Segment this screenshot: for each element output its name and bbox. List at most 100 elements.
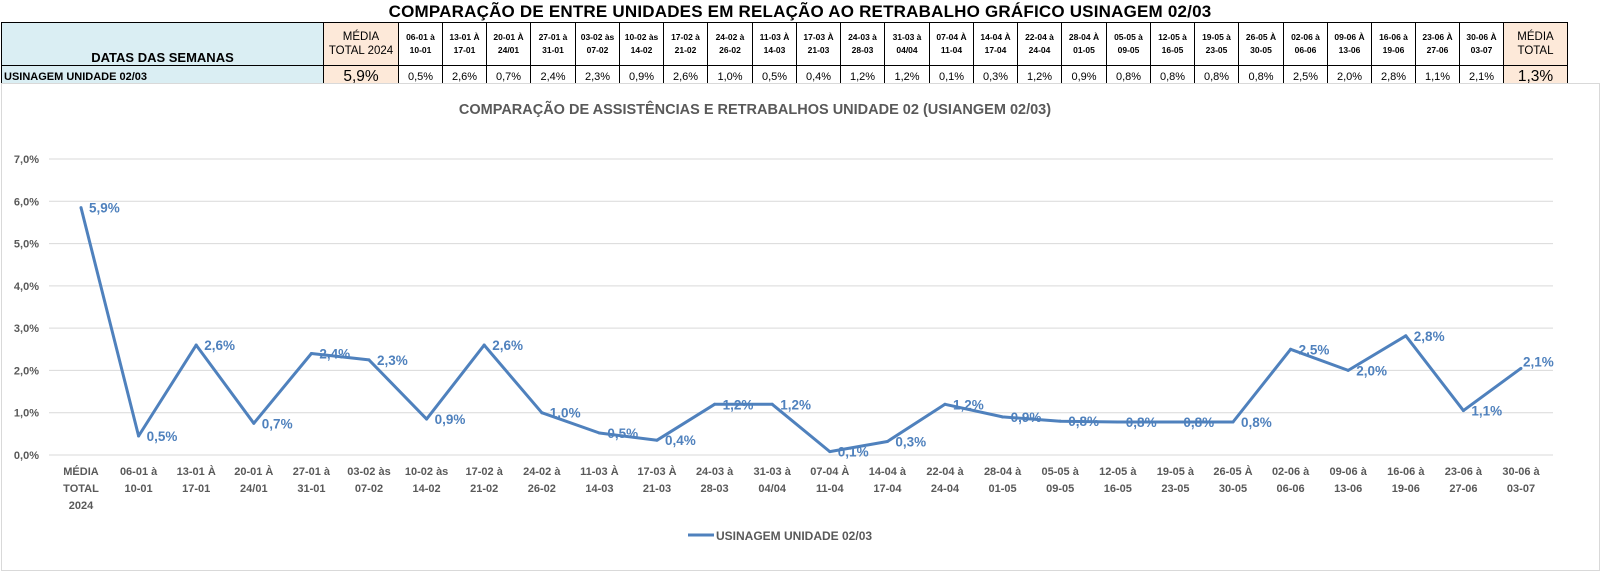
week-value: 0,5% [398, 65, 443, 88]
week-header: 05-05 à 09-05 [1106, 22, 1151, 66]
x-tick-label: 17-03 À [637, 465, 676, 478]
data-point [1404, 334, 1408, 338]
x-tick-label: 30-05 [1219, 483, 1247, 495]
chart-gridlines [49, 158, 1553, 456]
y-tick-label: 1,0% [14, 408, 39, 420]
data-label: 2,4% [319, 347, 350, 362]
week-header: 26-05 À 30-05 [1238, 22, 1284, 66]
data-label: 0,8% [1183, 415, 1214, 430]
x-tick-label: 02-06 à [1272, 466, 1310, 478]
legend-label: USINAGEM UNIDADE 02/03 [716, 529, 872, 543]
x-tick-label: 24-03 à [696, 466, 734, 478]
data-point [943, 402, 947, 406]
data-point [137, 434, 141, 438]
data-point [1116, 420, 1120, 424]
data-point [885, 439, 889, 443]
x-tick-label: 19-05 à [1157, 466, 1195, 478]
x-tick-label: 27-06 [1449, 483, 1477, 495]
data-point [655, 438, 659, 442]
series-line [79, 207, 1522, 454]
data-label: 2,6% [204, 338, 235, 353]
week-value: 2,3% [575, 65, 620, 88]
data-label: 0,8% [1241, 415, 1272, 430]
week-value: 0,1% [929, 65, 974, 88]
x-tick-label: 17-04 [873, 483, 902, 495]
week-value: 1,1% [1415, 65, 1460, 88]
x-tick-label: 16-06 à [1387, 466, 1425, 478]
x-tick-label: 14-04 à [869, 466, 907, 478]
x-tick-label: TOTAL [63, 483, 99, 495]
x-tick-label: 31-01 [297, 483, 325, 495]
y-tick-label: 5,0% [14, 239, 39, 251]
week-value: 2,4% [530, 65, 576, 88]
data-point [482, 343, 486, 347]
data-label: 0,5% [147, 429, 178, 444]
week-value: 0,8% [1106, 65, 1151, 88]
data-label: 2,5% [1299, 342, 1330, 357]
x-tick-label: 24/01 [240, 483, 268, 495]
chart-area: COMPARAÇÃO DE ASSISTÊNCIAS E RETRABALHOS… [1, 83, 1600, 571]
x-tick-label: 09-05 [1046, 483, 1074, 495]
week-header: 11-03 À 14-03 [752, 22, 797, 66]
x-tick-label: 04/04 [758, 483, 786, 495]
x-tick-label: 21-02 [470, 483, 498, 495]
y-tick-label: 2,0% [14, 365, 39, 377]
x-tick-label: 23-06 à [1445, 466, 1483, 478]
data-label: 0,8% [1068, 414, 1099, 429]
data-point [597, 431, 601, 435]
week-header: 24-02 à 26-02 [707, 22, 753, 66]
x-tick-label: MÉDIA [63, 465, 99, 478]
week-value: 0,7% [486, 65, 531, 88]
x-tick-label: 20-01 À [234, 465, 273, 478]
week-header: 06-01 à 10-01 [398, 22, 443, 66]
data-point [828, 450, 832, 454]
data-point [1461, 409, 1465, 413]
x-tick-label: 21-03 [643, 483, 671, 495]
x-tick-label: 31-03 à [754, 466, 792, 478]
x-tick-label: 10-01 [125, 483, 153, 495]
x-tick-label: 11-03 À [580, 465, 619, 478]
week-value: 0,3% [973, 65, 1018, 88]
row-label: USINAGEM UNIDADE 02/03 [1, 65, 324, 88]
data-label: 1,2% [723, 397, 754, 412]
week-value: 0,5% [752, 65, 797, 88]
week-value: 1,2% [884, 65, 930, 88]
data-point [1001, 415, 1005, 419]
x-tick-label: 17-01 [182, 483, 210, 495]
data-label: 1,0% [550, 406, 581, 421]
week-header: 12-05 à 16-05 [1150, 22, 1195, 66]
weekly-summary-table: DATAS DAS SEMANAS MÉDIA TOTAL 2024 06-01… [1, 22, 1568, 88]
avg-total-2024-header: MÉDIA TOTAL 2024 [323, 22, 399, 66]
x-tick-label: 05-05 à [1042, 466, 1080, 478]
week-header: 03-02 às 07-02 [575, 22, 620, 66]
data-point [309, 352, 313, 356]
data-label: 0,1% [838, 445, 869, 460]
data-point [1058, 419, 1062, 423]
chart-title: COMPARAÇÃO DE ASSISTÊNCIAS E RETRABALHOS… [459, 100, 1051, 118]
table-row: USINAGEM UNIDADE 02/03 5,9% 0,5% 2,6% 0,7%… [1, 65, 1568, 88]
data-labels: 5,9% 0,5% 2,6% 0,7% 2,4% 2,3% 0,9% 2,6% 1,0% 0,5%… [79, 201, 1554, 460]
line-chart: COMPARAÇÃO DE ASSISTÊNCIAS E RETRABALHOS… [14, 100, 1554, 543]
x-tick-label: 11-04 [816, 483, 844, 495]
x-tick-label: 28-04 à [984, 466, 1022, 478]
data-label: 0,3% [895, 434, 926, 449]
data-point [1173, 420, 1177, 424]
week-header: 13-01 À 17-01 [442, 22, 487, 66]
week-header: 30-06 À 03-07 [1459, 22, 1504, 66]
x-tick-label: 28-03 [701, 483, 729, 495]
data-point [79, 206, 83, 210]
week-header: 14-04 À 17-04 [973, 22, 1018, 66]
week-header: 27-01 à 31-01 [530, 22, 576, 66]
x-tick-label: 12-05 à [1099, 466, 1137, 478]
data-point [194, 343, 198, 347]
data-label: 0,5% [607, 426, 638, 441]
data-point [252, 421, 256, 425]
week-header: 02-06 à 06-06 [1283, 22, 1328, 66]
data-label: 5,9% [89, 201, 120, 216]
data-label: 0,9% [435, 412, 466, 427]
week-header: 24-03 à 28-03 [840, 22, 885, 66]
y-axis-labels: 0,0% 1,0% 2,0% 3,0% 4,0% 5,0% 6,0% 7,0% [14, 154, 39, 462]
data-point [540, 411, 544, 415]
y-tick-label: 6,0% [14, 196, 39, 208]
data-label: 1,2% [953, 397, 984, 412]
